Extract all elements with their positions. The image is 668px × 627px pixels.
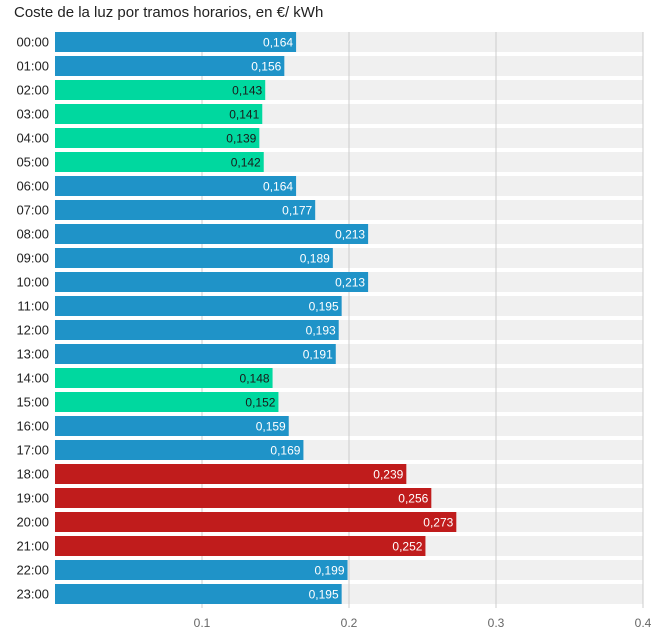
bar	[55, 200, 316, 220]
category-label: 23:00	[16, 587, 49, 602]
bar	[55, 560, 348, 580]
value-label: 0,239	[373, 468, 403, 482]
category-label: 22:00	[16, 563, 49, 578]
bar	[55, 272, 369, 292]
bar	[55, 512, 457, 532]
category-label: 08:00	[16, 227, 49, 242]
value-label: 0,148	[240, 372, 270, 386]
bar	[55, 368, 273, 388]
category-label: 12:00	[16, 323, 49, 338]
category-label: 02:00	[16, 83, 49, 98]
category-label: 17:00	[16, 443, 49, 458]
bar	[55, 128, 260, 148]
category-label: 01:00	[16, 59, 49, 74]
value-label: 0,159	[256, 420, 286, 434]
bar	[55, 296, 342, 316]
category-label: 09:00	[16, 251, 49, 266]
value-label: 0,213	[335, 276, 365, 290]
category-label: 03:00	[16, 107, 49, 122]
category-label: 15:00	[16, 395, 49, 410]
value-label: 0,164	[263, 36, 293, 50]
bar	[55, 416, 289, 436]
value-label: 0,199	[314, 564, 344, 578]
value-label: 0,142	[231, 156, 261, 170]
category-label: 11:00	[17, 299, 49, 314]
bar	[55, 152, 264, 172]
bar	[55, 392, 279, 412]
bar	[55, 464, 407, 484]
x-tick-label: 0,2	[341, 616, 358, 627]
value-label: 0,213	[335, 228, 365, 242]
x-tick-label: 0,1	[194, 616, 211, 627]
value-label: 0,164	[263, 180, 293, 194]
category-label: 16:00	[16, 419, 49, 434]
value-label: 0,195	[309, 588, 339, 602]
category-label: 05:00	[16, 155, 49, 170]
bar	[55, 104, 263, 124]
bar	[55, 440, 304, 460]
category-label: 20:00	[16, 515, 49, 530]
value-label: 0,143	[232, 84, 262, 98]
bar	[55, 176, 297, 196]
category-label: 18:00	[16, 467, 49, 482]
value-label: 0,256	[398, 492, 428, 506]
bar	[55, 56, 285, 76]
value-label: 0,156	[251, 60, 281, 74]
category-label: 13:00	[16, 347, 49, 362]
category-label: 04:00	[16, 131, 49, 146]
bar	[55, 488, 432, 508]
category-label: 14:00	[16, 371, 49, 386]
value-label: 0,139	[226, 132, 256, 146]
bar	[55, 320, 339, 340]
category-label: 10:00	[16, 275, 49, 290]
category-label: 00:00	[16, 35, 49, 50]
value-label: 0,169	[270, 444, 300, 458]
value-label: 0,195	[309, 300, 339, 314]
value-label: 0,193	[306, 324, 336, 338]
value-label: 0,191	[303, 348, 333, 362]
bar	[55, 32, 297, 52]
value-label: 0,273	[423, 516, 453, 530]
value-label: 0,141	[229, 108, 259, 122]
chart-title: Coste de la luz por tramos horarios, en …	[14, 4, 324, 21]
bar	[55, 536, 426, 556]
category-label: 07:00	[16, 203, 49, 218]
value-label: 0,189	[300, 252, 330, 266]
value-label: 0,177	[282, 204, 312, 218]
bar	[55, 584, 342, 604]
value-label: 0,252	[392, 540, 422, 554]
category-label: 21:00	[16, 539, 49, 554]
bar	[55, 248, 333, 268]
category-label: 19:00	[16, 491, 49, 506]
value-label: 0,152	[245, 396, 275, 410]
x-tick-label: 0,3	[488, 616, 505, 627]
category-label: 06:00	[16, 179, 49, 194]
bar	[55, 80, 266, 100]
bar	[55, 344, 336, 364]
bar	[55, 224, 369, 244]
x-tick-label: 0,4	[635, 616, 652, 627]
